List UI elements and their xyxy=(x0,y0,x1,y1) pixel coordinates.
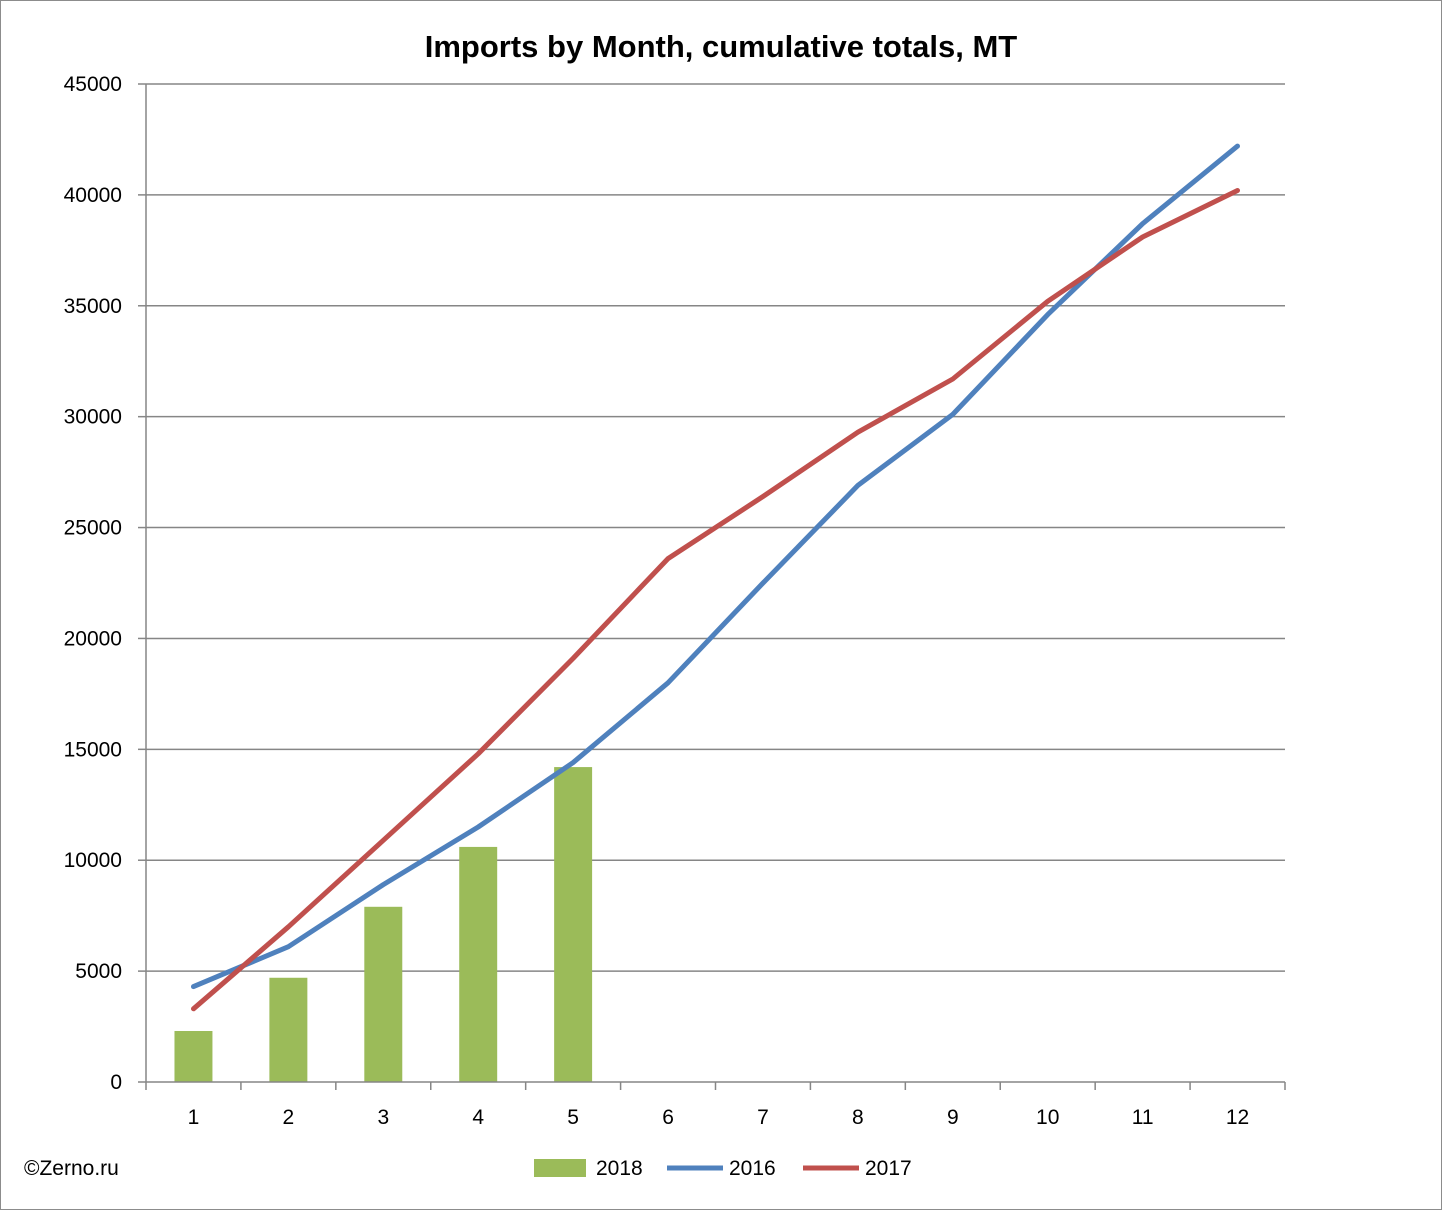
x-axis-ticks: 1 2 3 4 5 6 7 8 9 10 11 12 xyxy=(145,1082,1286,1129)
y-tick-label: 10000 xyxy=(64,849,122,872)
bar-2018-5 xyxy=(554,767,593,1082)
x-tick-label: 8 xyxy=(852,1106,864,1129)
y-tick-label: 35000 xyxy=(64,295,122,318)
x-tick-label: 12 xyxy=(1226,1106,1249,1129)
bar-2018-4 xyxy=(459,846,498,1082)
x-tick-label: 7 xyxy=(757,1106,769,1129)
legend: 2018 2016 2017 xyxy=(534,1157,912,1180)
bar-2018-1 xyxy=(174,1030,213,1082)
y-tick-label: 40000 xyxy=(64,184,122,207)
y-tick-label: 30000 xyxy=(64,406,122,429)
y-tick-label: 20000 xyxy=(64,627,122,650)
y-tick-label: 5000 xyxy=(75,960,122,983)
bar-2018-3 xyxy=(364,906,403,1082)
x-tick-label: 3 xyxy=(377,1106,389,1129)
line-series xyxy=(191,143,1240,1012)
x-tick-label: 1 xyxy=(188,1106,200,1129)
legend-swatch-2018 xyxy=(534,1159,586,1177)
legend-label-2016: 2016 xyxy=(729,1157,776,1180)
bar-series-2018 xyxy=(174,767,593,1082)
y-axis-ticks: 0 5000 10000 15000 20000 25000 30000 35000 40000… xyxy=(64,73,146,1094)
legend-label-2018: 2018 xyxy=(596,1157,643,1180)
y-tick-label: 25000 xyxy=(64,517,122,540)
x-tick-label: 10 xyxy=(1036,1106,1059,1129)
line-2017 xyxy=(191,188,1240,1012)
y-tick-label: 15000 xyxy=(64,738,122,761)
y-tick-label: 45000 xyxy=(64,73,122,96)
legend-label-2017: 2017 xyxy=(865,1157,912,1180)
x-tick-label: 11 xyxy=(1132,1106,1154,1129)
x-tick-label: 5 xyxy=(567,1106,579,1129)
axes xyxy=(145,84,1285,1083)
credit-text: ©Zerno.ru xyxy=(24,1157,119,1180)
line-2016 xyxy=(191,143,1240,990)
x-tick-label: 6 xyxy=(662,1106,674,1129)
x-tick-label: 9 xyxy=(947,1106,959,1129)
bar-2018-2 xyxy=(269,977,308,1082)
chart-title: Imports by Month, cumulative totals, MT xyxy=(425,29,1018,64)
y-tick-label: 0 xyxy=(110,1071,122,1094)
x-tick-label: 2 xyxy=(283,1106,295,1129)
x-tick-label: 4 xyxy=(472,1106,484,1129)
gridlines xyxy=(146,83,1285,972)
